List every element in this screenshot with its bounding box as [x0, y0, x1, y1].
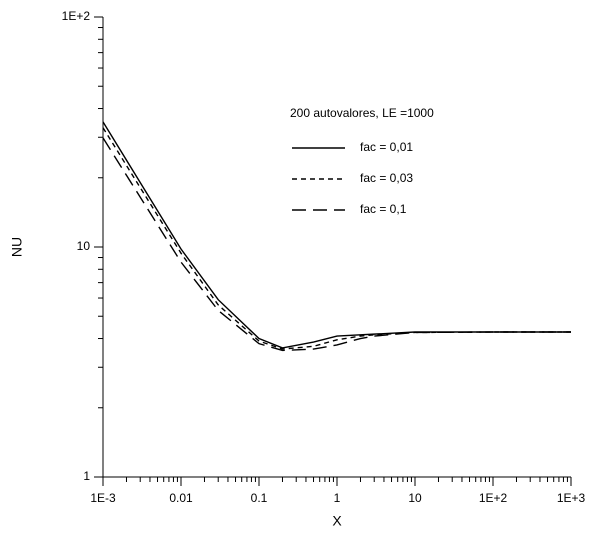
x-tick-label: 1	[334, 491, 341, 505]
legend-label: fac = 0,01	[360, 140, 413, 154]
series-line	[102, 137, 571, 352]
y-tick-label: 1	[83, 469, 90, 483]
legend-title: 200 autovalores, LE =1000	[290, 106, 434, 120]
x-tick-label: 0.1	[251, 491, 268, 505]
y-axis-label: NU	[9, 237, 25, 257]
y-tick-label: 10	[77, 239, 91, 253]
x-tick-label: 1E+3	[557, 491, 586, 505]
series-line	[102, 127, 571, 350]
x-tick-label: 10	[408, 491, 422, 505]
series-line	[102, 121, 571, 349]
y-tick-label: 1E+2	[62, 9, 91, 23]
legend-label: fac = 0,03	[360, 171, 413, 185]
x-tick-label: 1E-3	[90, 491, 116, 505]
x-tick-label: 1E+2	[479, 491, 508, 505]
x-axis-label: X	[332, 513, 342, 529]
legend-label: fac = 0,1	[360, 202, 407, 216]
x-tick-label: 0.01	[169, 491, 193, 505]
